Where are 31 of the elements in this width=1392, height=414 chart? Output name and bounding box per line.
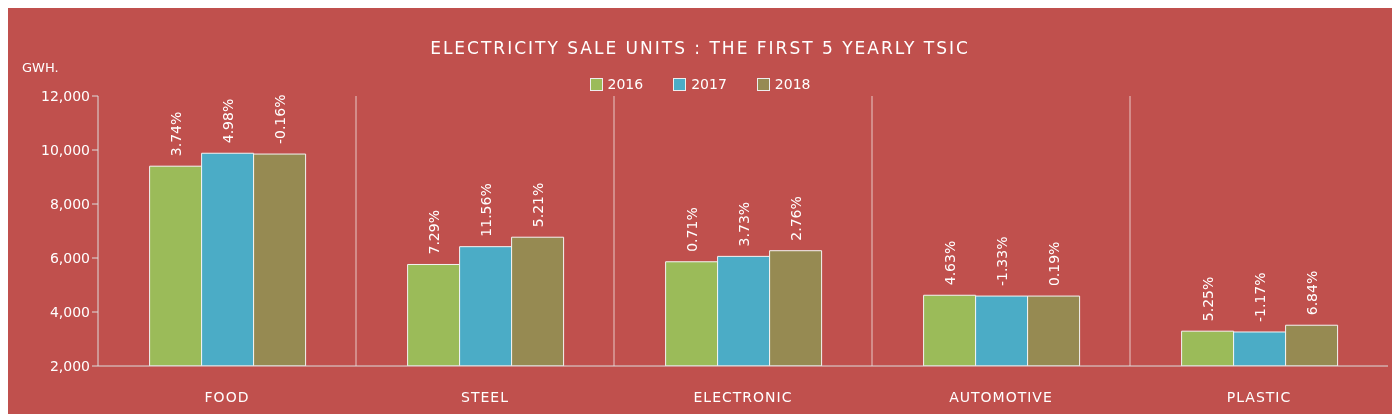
annotation: -1.33%: [993, 236, 1010, 287]
annotation: 3.74%: [167, 111, 184, 157]
annotation: 0.71%: [683, 207, 700, 252]
annotation: 3.73%: [735, 201, 752, 247]
y-tick-label: 8,000: [49, 195, 90, 212]
x-tick-label: PLASTIC: [1226, 388, 1292, 405]
annotation: -0.16%: [271, 94, 288, 145]
legend-label: 2018: [774, 76, 811, 92]
annotation: 4.98%: [219, 98, 236, 144]
y-tick-label: 10,000: [41, 141, 90, 158]
annotation: 2.76%: [787, 196, 804, 241]
y-tick-label: 2,000: [49, 357, 90, 374]
x-tick-label: FOOD: [204, 388, 250, 405]
y-tick-label: 12,000: [41, 87, 90, 104]
annotation: 6.84%: [1303, 270, 1320, 316]
legend-label: 2016: [607, 76, 644, 92]
annotation: 11.56%: [477, 183, 494, 237]
x-tick-label: ELECTRONIC: [693, 388, 793, 405]
x-tick-label: STEEL: [461, 388, 509, 405]
x-tick-label: AUTOMOTIVE: [949, 388, 1053, 405]
annotation: -1.17%: [1251, 272, 1268, 322]
annotation: 0.19%: [1045, 241, 1062, 287]
y-tick-label: 4,000: [49, 303, 90, 320]
annotation: 5.25%: [1199, 276, 1216, 322]
legend-label: 2017: [691, 76, 727, 92]
annotation: 5.21%: [529, 182, 546, 228]
annotation: 4.63%: [941, 240, 958, 286]
annotation: 7.29%: [425, 210, 442, 255]
y-axis-title: GWH.: [22, 60, 59, 75]
y-tick-label: 6,000: [49, 249, 90, 266]
chart-title: ELECTRICITY SALE UNITS : THE FIRST 5 YEARLY TSIC: [429, 38, 971, 58]
